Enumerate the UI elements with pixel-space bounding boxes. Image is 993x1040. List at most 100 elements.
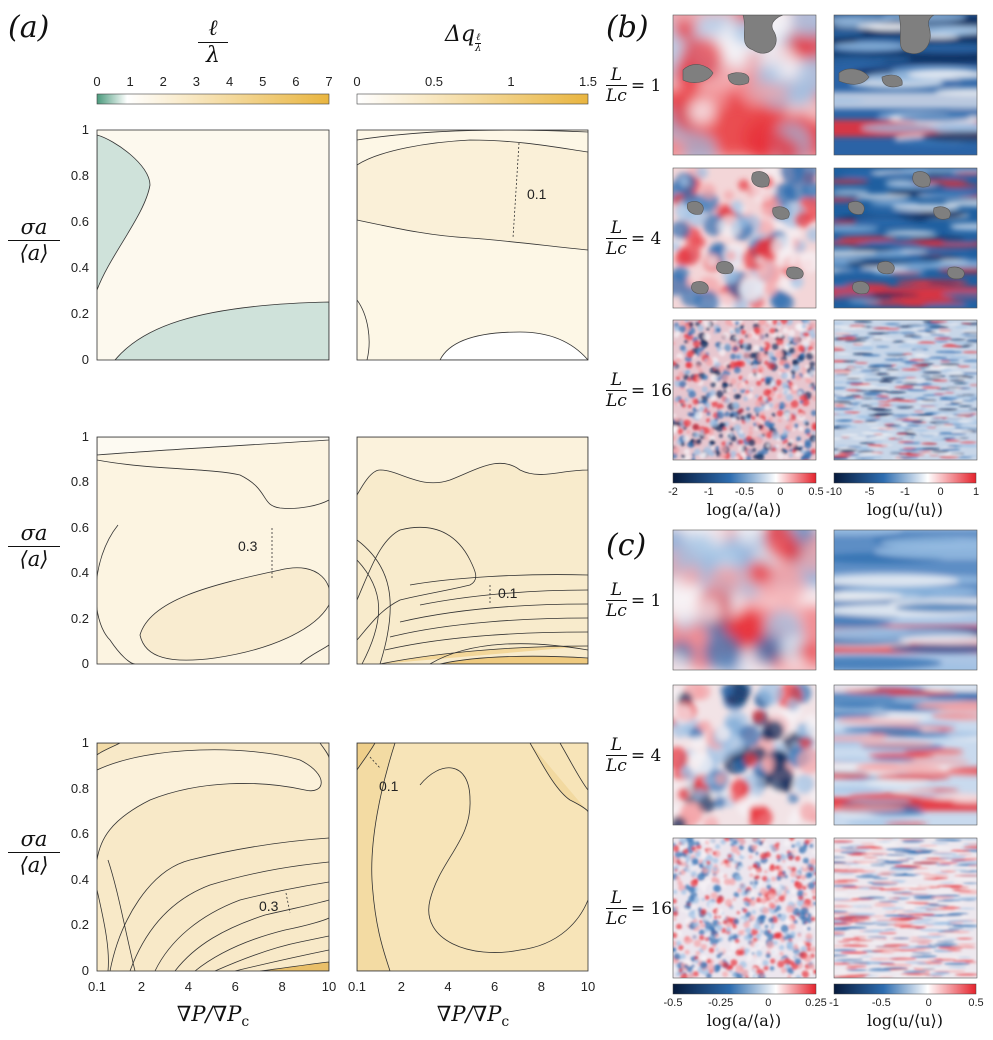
colorbar-b-u-tick: 0 bbox=[937, 486, 944, 498]
flow-map bbox=[834, 168, 977, 308]
y-tick-label: 1 bbox=[81, 735, 89, 750]
colorbar-c-u bbox=[833, 983, 977, 995]
ylabel-sigma-over-a: σa ⟨a⟩ bbox=[8, 827, 60, 878]
colorbar-b-a-tick: -0.5 bbox=[735, 486, 754, 498]
colorbar-c-u-label: log(u/⟨u⟩) bbox=[867, 1011, 943, 1030]
colorbar-ell-tick: 1 bbox=[126, 74, 134, 89]
flow-map bbox=[673, 530, 816, 670]
y-tick-label: 0.2 bbox=[70, 306, 89, 321]
colorbar-c-u-tick: 0 bbox=[925, 997, 932, 1009]
x-tick-label: 0.1 bbox=[347, 979, 367, 994]
y-tick-label: 0.2 bbox=[70, 917, 89, 933]
map-row-label: L Lc = 1 bbox=[606, 580, 662, 621]
x-tick-label: 8 bbox=[537, 979, 545, 994]
xlabel-pressure-gradient: ∇P/∇Pc bbox=[176, 1002, 250, 1031]
y-tick-label: 0.8 bbox=[70, 780, 89, 796]
colorbar-b-a bbox=[672, 472, 817, 484]
colorbar-b-u bbox=[833, 472, 977, 484]
colorbar-b-a-tick: 0 bbox=[777, 486, 784, 498]
heatmap-r3-ell bbox=[97, 743, 329, 971]
panel-label-c: (c) bbox=[606, 528, 647, 563]
flow-map bbox=[834, 838, 977, 978]
colorbar-ell-tick: 4 bbox=[225, 74, 234, 89]
contour-label: 0.1 bbox=[498, 585, 518, 601]
colorbar-ell-tick: 3 bbox=[192, 74, 201, 89]
colorbar-b-u-tick: -5 bbox=[864, 486, 875, 498]
colorbar-dq-tick: 0.5 bbox=[424, 74, 444, 89]
x-tick-label: 2 bbox=[397, 979, 405, 994]
heatmap-r3-dq bbox=[357, 743, 588, 971]
x-tick-label: 6 bbox=[491, 979, 499, 994]
ylabel-sigma-over-a: σa ⟨a⟩ bbox=[8, 215, 60, 266]
header-ell-over-lambda: ℓ λ bbox=[198, 16, 228, 70]
flow-map bbox=[673, 685, 816, 825]
map-row-label: L Lc = 4 bbox=[606, 735, 662, 776]
colorbar-b-u-tick: 1 bbox=[972, 486, 980, 498]
y-tick-label: 0.6 bbox=[70, 214, 89, 229]
heatmap-r1-ell bbox=[97, 130, 329, 360]
y-tick-label: 1 bbox=[81, 429, 89, 444]
colorbar-b-u-label: log(u/⟨u⟩) bbox=[867, 500, 943, 519]
contour-label: 0.1 bbox=[379, 778, 399, 794]
contour-label: 0.1 bbox=[527, 186, 547, 202]
colorbar-b-a-tick: -1 bbox=[703, 486, 714, 498]
colorbar-dq-tick: 1 bbox=[507, 74, 515, 89]
flow-map bbox=[673, 320, 816, 460]
x-tick-label: 4 bbox=[444, 979, 452, 994]
xlabel-pressure-gradient: ∇P/∇Pc bbox=[436, 1002, 510, 1031]
colorbar-b-a-label: log(a/⟨a⟩) bbox=[706, 500, 782, 519]
flow-map bbox=[834, 685, 977, 825]
y-tick-label: 0.8 bbox=[70, 474, 89, 490]
heatmap-r2-dq bbox=[357, 437, 588, 664]
y-tick-label: 1 bbox=[81, 122, 89, 137]
colorbar-c-a-tick: 0 bbox=[765, 997, 772, 1009]
colorbar-c-a-tick: 0.25 bbox=[805, 997, 827, 1009]
y-tick-label: 0.4 bbox=[70, 565, 89, 581]
colorbar-ell bbox=[96, 93, 330, 105]
x-tick-label: 10 bbox=[321, 979, 337, 994]
panel-label-b: (b) bbox=[606, 10, 649, 45]
maps-c bbox=[672, 529, 978, 979]
y-tick-label: 0.8 bbox=[70, 168, 89, 183]
x-tick-label: 10 bbox=[580, 979, 596, 994]
colorbar-ell-tick: 6 bbox=[292, 74, 300, 89]
colorbar-ell-tick: 5 bbox=[259, 74, 267, 89]
x-tick-label: 8 bbox=[278, 979, 286, 994]
flow-map bbox=[834, 530, 977, 670]
ylabel-sigma-over-a: σa ⟨a⟩ bbox=[8, 521, 60, 572]
x-tick-label: 6 bbox=[231, 979, 239, 994]
y-tick-label: 0.6 bbox=[70, 519, 89, 535]
x-tick-label: 0.1 bbox=[87, 979, 107, 994]
map-row-label: L Lc = 4 bbox=[606, 218, 662, 259]
colorbar-dq-tick: 0 bbox=[353, 74, 361, 89]
colorbar-b-u-tick: -10 bbox=[826, 486, 842, 498]
colorbar-b-a-tick: 0.5 bbox=[808, 486, 824, 498]
x-tick-label: 4 bbox=[184, 979, 193, 994]
panel-label-a: (a) bbox=[8, 10, 50, 45]
y-tick-label: 0.4 bbox=[70, 871, 89, 887]
x-tick-label: 2 bbox=[137, 979, 146, 994]
colorbar-ell-tick: 0 bbox=[93, 74, 101, 89]
colorbar-dq bbox=[356, 93, 589, 105]
maps-b bbox=[672, 14, 978, 461]
map-row-label: L Lc = 16 bbox=[606, 888, 673, 929]
flow-map bbox=[673, 15, 816, 155]
flow-map bbox=[834, 15, 977, 155]
colorbar-ell-tick: 7 bbox=[325, 74, 333, 89]
y-tick-label: 0 bbox=[81, 963, 89, 978]
y-tick-label: 0.2 bbox=[70, 610, 89, 626]
colorbar-c-a-label: log(a/⟨a⟩) bbox=[706, 1011, 782, 1030]
flow-map bbox=[673, 838, 816, 978]
colorbar-b-a-tick: -2 bbox=[668, 486, 678, 498]
flow-map bbox=[673, 168, 816, 308]
contour-label: 0.3 bbox=[259, 898, 279, 914]
colorbar-c-u-tick: -1 bbox=[829, 997, 839, 1009]
y-tick-label: 0 bbox=[81, 352, 89, 367]
y-tick-label: 0.4 bbox=[70, 260, 89, 275]
colorbar-b-u-tick: -1 bbox=[900, 486, 910, 498]
flow-map bbox=[834, 320, 977, 460]
y-tick-label: 0.6 bbox=[70, 826, 89, 842]
colorbar-c-u-tick: -0.5 bbox=[871, 997, 891, 1009]
colorbar-c-a bbox=[672, 983, 817, 995]
